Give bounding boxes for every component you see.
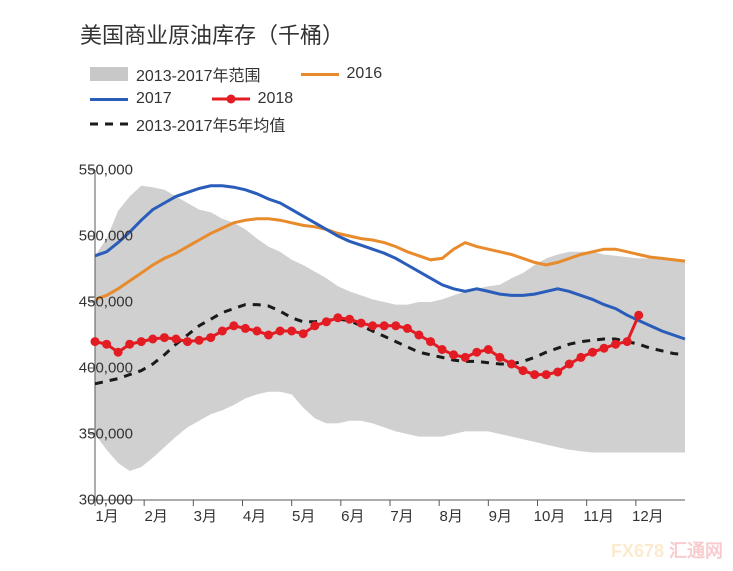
series-2018-marker — [507, 360, 516, 369]
series-2018-marker — [195, 336, 204, 345]
series-2018-marker — [542, 370, 551, 379]
series-2018-marker — [102, 340, 111, 349]
series-2018-marker — [623, 337, 632, 346]
legend-item-range: 2013-2017年范围 — [90, 62, 261, 86]
series-2018-marker — [380, 321, 389, 330]
series-2018-marker — [91, 337, 100, 346]
series-2018-marker — [345, 315, 354, 324]
series-2018-marker — [472, 348, 481, 357]
legend-line-2016 — [301, 73, 339, 76]
series-2018-marker — [611, 340, 620, 349]
x-axis-label: 12月 — [632, 505, 664, 526]
y-axis-label: 350,000 — [79, 426, 133, 443]
series-2018-marker — [160, 333, 169, 342]
series-2018-marker — [241, 324, 250, 333]
series-2018-marker — [519, 366, 528, 375]
chart-container: 美国商业原油库存（千桶） 2013-2017年范围 2016 2017 2018 — [0, 0, 733, 571]
series-2018-marker — [333, 313, 342, 322]
x-axis-label: 6月 — [341, 505, 364, 526]
legend-label-2017: 2017 — [136, 90, 172, 108]
legend-line-2017 — [90, 98, 128, 101]
series-2018-marker — [264, 331, 273, 340]
series-2018-marker — [414, 331, 423, 340]
x-axis-label: 4月 — [243, 505, 266, 526]
series-2018-marker — [403, 324, 412, 333]
series-2018-marker — [484, 345, 493, 354]
series-2018-marker — [114, 348, 123, 357]
series-2018-marker — [206, 333, 215, 342]
legend-item-2018: 2018 — [212, 90, 294, 108]
x-axis-label: 1月 — [95, 505, 118, 526]
x-axis-label: 8月 — [439, 505, 462, 526]
series-2018-marker — [148, 335, 157, 344]
legend-label-range: 2013-2017年范围 — [136, 62, 261, 86]
series-2018-marker — [183, 337, 192, 346]
x-axis-label: 11月 — [583, 505, 614, 526]
legend-item-avg: 2013-2017年5年均值 — [90, 112, 285, 136]
legend-row-3: 2013-2017年5年均值 — [90, 112, 422, 136]
legend-row-2: 2017 2018 — [90, 90, 422, 108]
series-2018-marker — [322, 317, 331, 326]
series-2018-marker — [229, 321, 238, 330]
series-2018-marker — [299, 329, 308, 338]
x-axis-label: 5月 — [292, 505, 315, 526]
legend-dash-avg — [90, 117, 128, 131]
legend-label-2016: 2016 — [347, 65, 383, 83]
series-2018-marker — [253, 327, 262, 336]
series-2018-marker — [172, 335, 181, 344]
range-area — [95, 186, 685, 471]
series-2018-marker — [495, 353, 504, 362]
x-axis-label: 10月 — [534, 505, 566, 526]
series-2018-marker — [426, 337, 435, 346]
series-2018-marker — [576, 353, 585, 362]
y-axis-label: 500,000 — [79, 228, 133, 245]
y-axis-label: 450,000 — [79, 294, 133, 311]
series-2018-marker — [438, 345, 447, 354]
series-2018-marker — [565, 360, 574, 369]
legend-row-1: 2013-2017年范围 2016 — [90, 62, 422, 86]
chart-title: 美国商业原油库存（千桶） — [80, 18, 344, 50]
series-2018-marker — [391, 321, 400, 330]
series-2018-marker — [553, 368, 562, 377]
y-axis-label: 400,000 — [79, 360, 133, 377]
series-2018-marker — [588, 348, 597, 357]
legend-label-2018: 2018 — [258, 90, 294, 108]
x-axis-label: 2月 — [144, 505, 167, 526]
legend-swatch-range — [90, 67, 128, 81]
watermark: FX678 汇通网 — [611, 537, 723, 563]
series-2018-marker — [634, 311, 643, 320]
series-2018-marker — [600, 344, 609, 353]
series-2018-marker — [125, 340, 134, 349]
legend: 2013-2017年范围 2016 2017 2018 2013-2017年5年… — [90, 62, 422, 140]
watermark-part-2: 汇通网 — [669, 541, 723, 561]
series-2018-marker — [287, 327, 296, 336]
series-2018-marker — [368, 321, 377, 330]
plot-area — [95, 170, 685, 500]
legend-item-2017: 2017 — [90, 90, 172, 108]
watermark-part-1: FX678 — [611, 541, 664, 561]
legend-marker-2018 — [212, 92, 250, 106]
series-2018-marker — [357, 319, 366, 328]
legend-label-avg: 2013-2017年5年均值 — [136, 112, 285, 136]
series-2018-marker — [461, 353, 470, 362]
y-axis-label: 550,000 — [79, 162, 133, 179]
series-2018-marker — [276, 327, 285, 336]
series-2018-marker — [218, 327, 227, 336]
series-2018-marker — [137, 337, 146, 346]
series-2018-marker — [449, 350, 458, 359]
series-2018-marker — [310, 321, 319, 330]
series-2018-marker — [530, 370, 539, 379]
x-axis-label: 7月 — [390, 505, 413, 526]
legend-item-2016: 2016 — [301, 65, 383, 83]
x-axis-label: 3月 — [194, 505, 217, 526]
x-axis-label: 9月 — [489, 505, 512, 526]
